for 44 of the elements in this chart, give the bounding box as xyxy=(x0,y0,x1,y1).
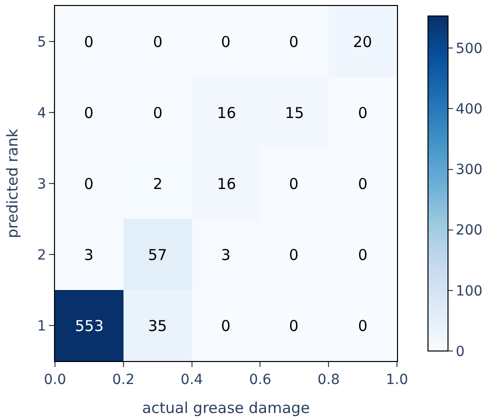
x-axis-title: actual grease damage xyxy=(142,398,310,417)
x-tick-label: 0.6 xyxy=(249,372,272,388)
data-label: 0 xyxy=(84,175,94,193)
data-label: 553 xyxy=(75,317,104,335)
x-tick-label: 0.8 xyxy=(317,372,340,388)
data-label: 0 xyxy=(289,246,299,264)
y-tick-label: 3 xyxy=(37,176,46,192)
data-label: 0 xyxy=(289,33,299,51)
color-bar-label: 500 xyxy=(456,41,483,58)
data-label: 0 xyxy=(289,175,299,193)
y-axis-title: predicted rank xyxy=(4,128,22,238)
data-label: 0 xyxy=(358,317,368,335)
data-label: 0 xyxy=(358,246,368,264)
data-label: 0 xyxy=(221,317,231,335)
data-label: 3 xyxy=(84,246,94,264)
x-tick-label: 1.0 xyxy=(386,372,408,388)
color-bar-label: 400 xyxy=(456,102,483,118)
data-label: 0 xyxy=(358,104,368,122)
y-tick-label: 4 xyxy=(37,105,46,122)
x-tick-label: 0.4 xyxy=(180,372,204,388)
data-label: 15 xyxy=(285,104,304,122)
data-label: 0 xyxy=(358,175,368,193)
data-label: 16 xyxy=(217,175,236,193)
y-tick-label: 5 xyxy=(37,34,46,50)
color-bar-label: 200 xyxy=(456,222,483,239)
color-bar-label: 100 xyxy=(456,283,483,300)
data-label: 35 xyxy=(148,317,168,335)
data-label: 20 xyxy=(353,33,372,51)
data-label: 0 xyxy=(153,33,163,51)
y-tick-label: 2 xyxy=(37,247,46,264)
data-label: 0 xyxy=(84,33,94,51)
data-label: 0 xyxy=(84,104,94,122)
data-label: 0 xyxy=(289,317,299,335)
color-bar-label: 300 xyxy=(456,162,483,178)
data-label: 3 xyxy=(221,246,231,264)
x-tick-label: 0.0 xyxy=(44,372,66,388)
data-label: 0 xyxy=(153,104,163,122)
data-label: 2 xyxy=(153,175,163,193)
data-label: 0 xyxy=(221,33,231,51)
data-label: 16 xyxy=(217,104,236,122)
color-bar-label: 0 xyxy=(456,344,465,360)
y-tick-label: 1 xyxy=(37,318,46,334)
x-tick-label: 0.2 xyxy=(112,372,135,388)
data-label: 57 xyxy=(148,246,168,264)
